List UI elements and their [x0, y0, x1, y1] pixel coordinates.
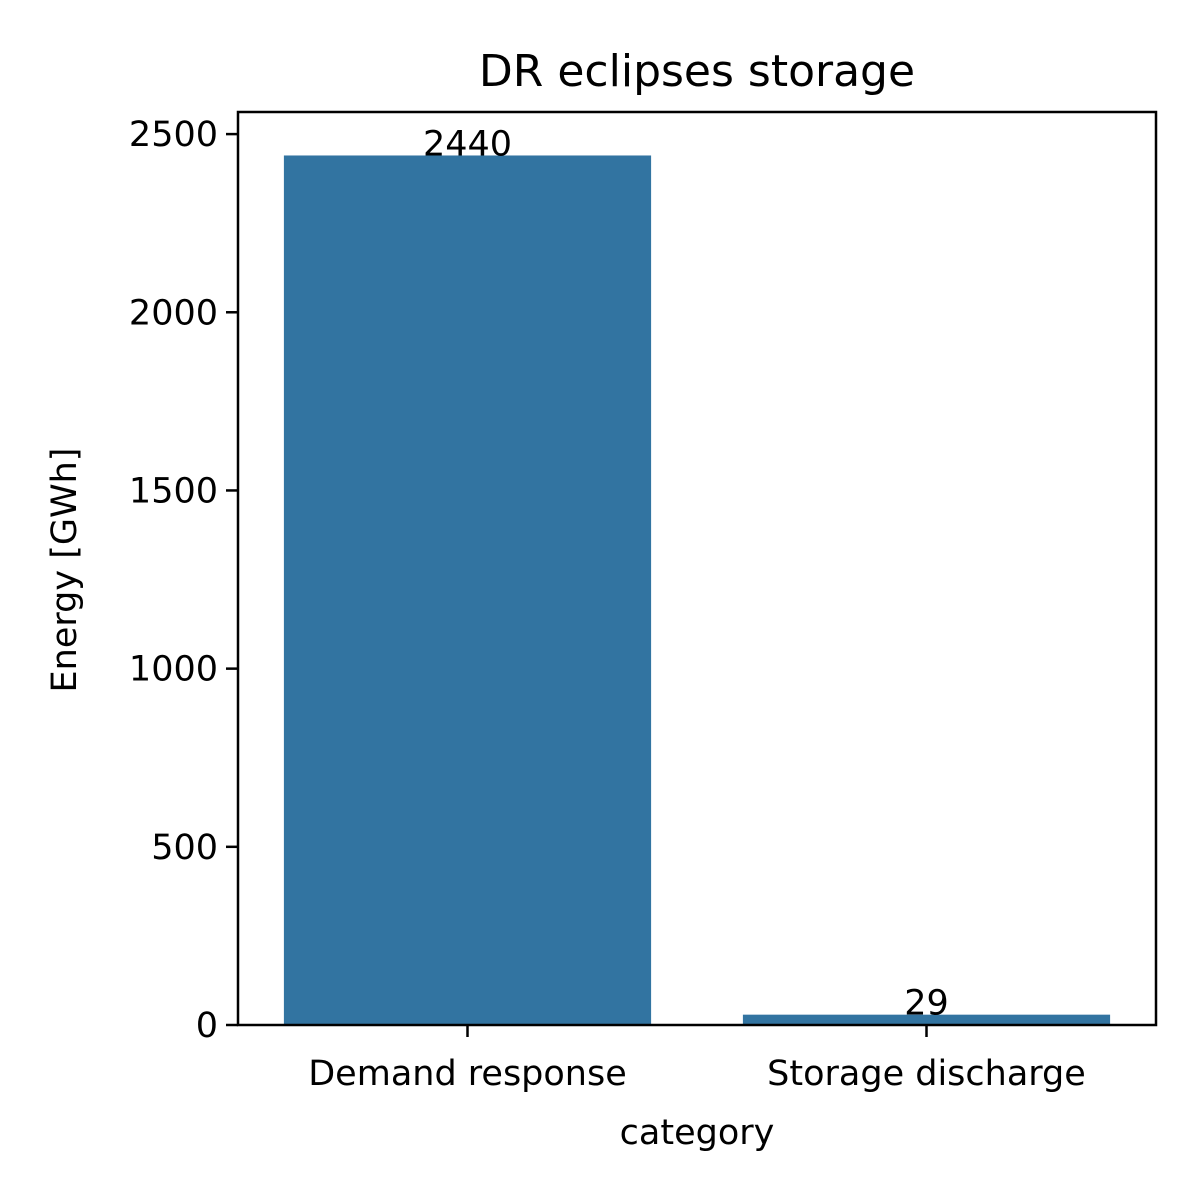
- data-labels-layer: 2440 29: [423, 124, 949, 1023]
- y-tick-label-2: 1000: [129, 650, 218, 690]
- x-tick-label-1: Storage discharge: [767, 1054, 1086, 1094]
- bar-1: [742, 1014, 1111, 1025]
- plot-frame: [236, 110, 1158, 1027]
- y-tick-label-1: 500: [151, 828, 218, 868]
- y-axis: 0 500 1000 1500 2000 2500: [129, 115, 238, 1046]
- y-tick-label-4: 2000: [129, 293, 218, 333]
- y-axis-label: Energy [GWh]: [45, 448, 85, 693]
- x-tick-label-0: Demand response: [308, 1054, 627, 1094]
- x-axis: Demand response Storage discharge: [308, 1025, 1086, 1094]
- y-tick-label-0: 0: [196, 1006, 218, 1046]
- chart-title: DR eclipses storage: [479, 46, 915, 97]
- data-label-0: 2440: [423, 124, 512, 164]
- x-axis-label: category: [620, 1113, 775, 1153]
- y-tick-label-3: 1500: [129, 471, 218, 511]
- bar-0: [283, 155, 652, 1025]
- y-tick-label-5: 2500: [129, 115, 218, 155]
- data-label-1: 29: [904, 984, 949, 1024]
- bars-layer: [283, 155, 1111, 1025]
